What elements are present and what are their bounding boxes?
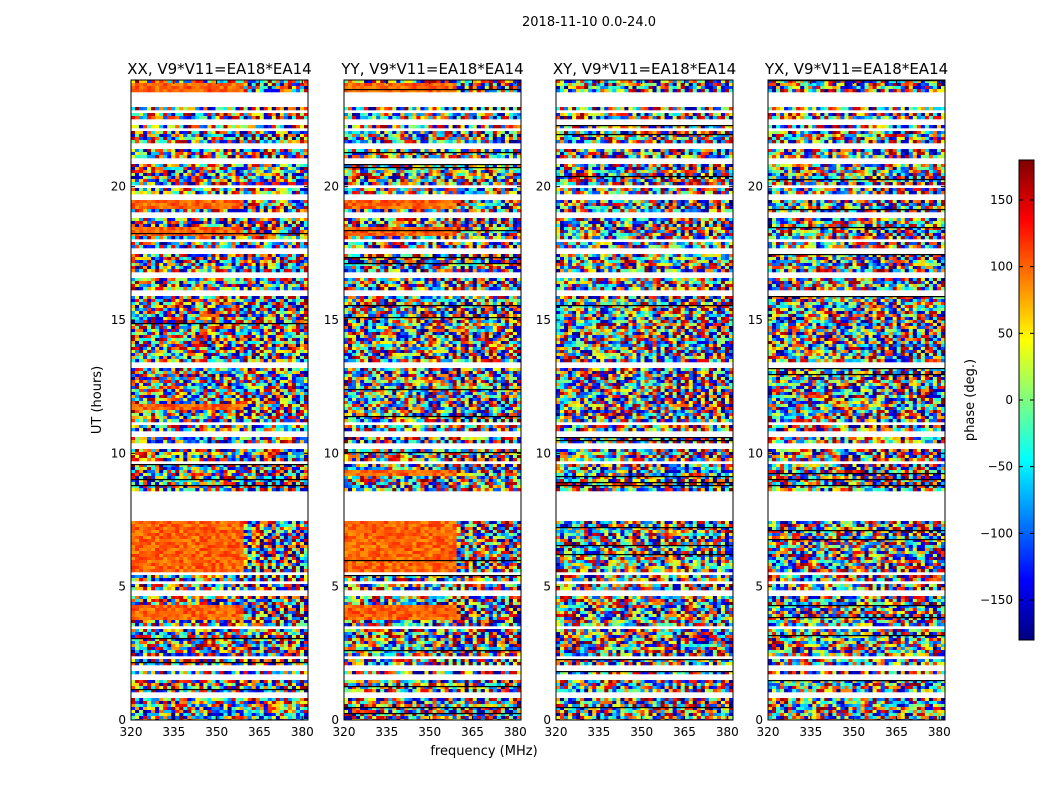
figure-title: 2018-11-10 0.0-24.0 bbox=[522, 15, 656, 30]
x-tick-label: 320 bbox=[545, 725, 568, 739]
y-tick-label: 5 bbox=[118, 580, 126, 594]
x-tick-label: 365 bbox=[885, 725, 908, 739]
x-tick-label: 320 bbox=[120, 725, 143, 739]
panel-frame bbox=[130, 79, 309, 721]
x-tick-label: 380 bbox=[716, 725, 739, 739]
panel-title: XX, V9*V11=EA18*EA14 bbox=[127, 60, 311, 78]
x-tick-label: 365 bbox=[461, 725, 484, 739]
panel-title: YY, V9*V11=EA18*EA14 bbox=[340, 60, 523, 78]
y-tick-label: 20 bbox=[324, 180, 339, 194]
x-tick-label: 350 bbox=[418, 725, 441, 739]
y-tick-label: 15 bbox=[324, 313, 339, 327]
x-tick-label: 380 bbox=[928, 725, 951, 739]
y-tick-label: 10 bbox=[111, 446, 126, 460]
phase-image bbox=[768, 80, 945, 720]
x-tick-label: 380 bbox=[291, 725, 314, 739]
x-tick-label: 335 bbox=[162, 725, 185, 739]
x-tick-label: 320 bbox=[333, 725, 356, 739]
colorbar-tick-label: 50 bbox=[998, 326, 1013, 340]
y-tick-label: 20 bbox=[536, 180, 551, 194]
y-tick-label: 20 bbox=[111, 180, 126, 194]
y-tick-label: 5 bbox=[331, 580, 339, 594]
x-tick-label: 335 bbox=[375, 725, 398, 739]
panels-group: XX, V9*V11=EA18*EA14 320 335 350 365 380 0 5 10 1… bbox=[111, 60, 951, 739]
y-tick-label: 0 bbox=[118, 713, 126, 727]
y-tick-label: 10 bbox=[324, 446, 339, 460]
colorbar-tick-label: 100 bbox=[990, 260, 1013, 274]
colorbar-label: phase (deg.) bbox=[963, 359, 978, 441]
x-tick-label: 350 bbox=[205, 725, 228, 739]
y-tick-label: 15 bbox=[748, 313, 763, 327]
panel-title: YX, V9*V11=EA18*EA14 bbox=[764, 60, 948, 78]
x-tick-label: 380 bbox=[504, 725, 527, 739]
y-tick-label: 15 bbox=[536, 313, 551, 327]
y-tick-label: 15 bbox=[111, 313, 126, 327]
y-tick-label: 5 bbox=[543, 580, 551, 594]
y-tick-label: 0 bbox=[331, 713, 339, 727]
panel-frame bbox=[343, 79, 522, 721]
phase-image bbox=[344, 80, 521, 720]
x-tick-label: 320 bbox=[757, 725, 780, 739]
x-tick-label: 350 bbox=[842, 725, 865, 739]
x-tick-label: 365 bbox=[248, 725, 271, 739]
y-axis-label: UT (hours) bbox=[90, 366, 105, 434]
panel-1: YY, V9*V11=EA18*EA14 320 335 350 365 380 0 5 10 1… bbox=[324, 60, 527, 739]
colorbar-tick-label: −150 bbox=[980, 593, 1013, 607]
colorbar-ticks: 150 100 50 0 −50 −100 −150 bbox=[980, 193, 1034, 607]
x-axis-label: frequency (MHz) bbox=[430, 744, 537, 759]
colorbar-tick-label: 150 bbox=[990, 193, 1013, 207]
phase-image bbox=[556, 80, 733, 720]
y-tick-label: 5 bbox=[755, 580, 763, 594]
y-tick-label: 10 bbox=[536, 446, 551, 460]
phase-image bbox=[131, 80, 308, 720]
colorbar-tick-label: −50 bbox=[988, 460, 1013, 474]
panel-title: XY, V9*V11=EA18*EA14 bbox=[553, 60, 736, 78]
y-tick-label: 0 bbox=[543, 713, 551, 727]
panel-2: XY, V9*V11=EA18*EA14 320 335 350 365 380 0 5 10 1… bbox=[536, 60, 739, 739]
colorbar: 150 100 50 0 −50 −100 −150 phase (deg.) bbox=[963, 159, 1035, 641]
x-tick-label: 365 bbox=[673, 725, 696, 739]
y-tick-label: 10 bbox=[748, 446, 763, 460]
colorbar-tick-label: 0 bbox=[1005, 393, 1013, 407]
panel-frame bbox=[767, 79, 946, 721]
panel-3: YX, V9*V11=EA18*EA14 320 335 350 365 380 0 5 10 1… bbox=[748, 60, 951, 739]
y-tick-label: 0 bbox=[755, 713, 763, 727]
panel-frame bbox=[555, 79, 734, 721]
x-tick-label: 335 bbox=[587, 725, 610, 739]
colorbar-tick-label: −100 bbox=[980, 526, 1013, 540]
x-tick-label: 335 bbox=[799, 725, 822, 739]
x-tick-label: 350 bbox=[630, 725, 653, 739]
y-tick-label: 20 bbox=[748, 180, 763, 194]
panel-0: XX, V9*V11=EA18*EA14 320 335 350 365 380 0 5 10 1… bbox=[111, 60, 314, 739]
